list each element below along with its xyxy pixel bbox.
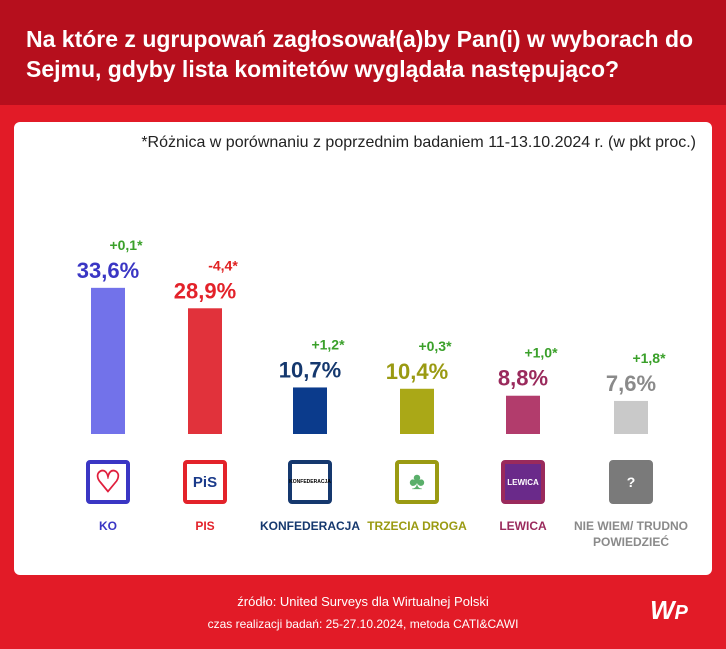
category-label: TRZECIA DROGA — [367, 519, 467, 533]
bar — [614, 400, 648, 434]
party-logo: KONFEDERACJA — [288, 460, 332, 504]
value-label: 10,4% — [386, 359, 448, 384]
change-label: +1,8* — [632, 350, 666, 366]
category-label: KO — [99, 519, 117, 533]
bar — [400, 388, 434, 434]
category-label: KONFEDERACJA — [259, 519, 360, 533]
value-label: 28,9% — [174, 278, 236, 303]
change-label: +0,1* — [109, 237, 143, 253]
bar — [188, 308, 222, 434]
party-logo: ? — [609, 460, 653, 504]
change-label: +1,0* — [524, 345, 558, 361]
party-logo: PiS — [183, 460, 227, 504]
chart-note: *Różnica w porównaniu z poprzednim badan… — [141, 134, 696, 151]
value-label: 10,7% — [279, 357, 341, 382]
party-logo: LEWICA — [501, 460, 545, 504]
party-logo: ♣ — [395, 460, 439, 504]
value-label: 7,6% — [606, 371, 656, 396]
category-label: LEWICA — [499, 519, 547, 533]
bar — [506, 395, 540, 434]
chart-title: Na które z ugrupowań zagłosował(a)by Pan… — [26, 26, 694, 82]
change-label: -4,4* — [208, 257, 238, 273]
party-logo: ♡ — [86, 460, 130, 504]
change-label: +1,2* — [311, 336, 345, 352]
bar — [293, 387, 327, 434]
wp-logo: WP — [650, 595, 688, 625]
value-label: 33,6% — [77, 258, 139, 283]
source-text: źródło: United Surveys dla Wirtualnej Po… — [237, 594, 489, 609]
method-text: czas realizacji badań: 25-27.10.2024, me… — [207, 617, 519, 631]
category-label: PIS — [195, 519, 215, 533]
bar — [91, 287, 125, 434]
value-label: 8,8% — [498, 366, 548, 391]
category-label: NIE WIEM/ TRUDNO POWIEDZIEĆ — [574, 519, 688, 549]
change-label: +0,3* — [418, 338, 452, 354]
chart-card: *Różnica w porównaniu z poprzednim badan… — [14, 122, 712, 575]
bar-chart: 33,6% +0,1* 28,9% -4,4* 10,7% +1,2* 10,4% +0,3*… — [77, 237, 666, 434]
header — [0, 0, 726, 105]
